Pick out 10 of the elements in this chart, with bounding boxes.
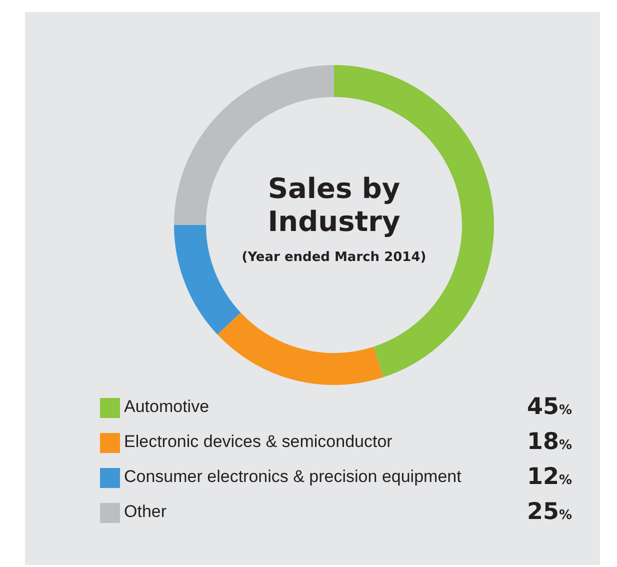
text: Sales by Industry: [266, 172, 402, 238]
legend-label: Consumer electronics & precision equipment: [124, 467, 462, 487]
data-label: 12%: [526, 464, 572, 490]
text: (Year ended March 2014): [240, 250, 428, 265]
legend-label: Other: [124, 502, 167, 522]
data-label: 25%: [526, 499, 572, 525]
data-label: 18%: [526, 429, 572, 455]
legend-label: Automotive: [124, 397, 210, 417]
legend-label: Electronic devices & semiconductor: [124, 432, 392, 452]
data-label: 45%: [526, 394, 572, 420]
